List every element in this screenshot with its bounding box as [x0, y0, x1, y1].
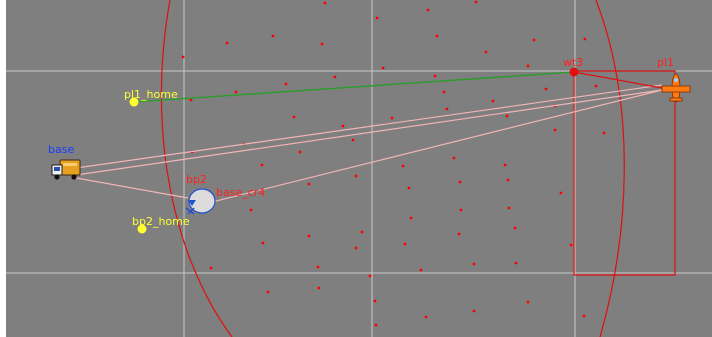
waypoint-dot [266, 290, 270, 294]
waypoint-dot [526, 64, 530, 68]
waypoint-dot [261, 241, 265, 245]
waypoint-dot [403, 242, 407, 246]
airplane-icon[interactable] [661, 73, 691, 103]
bp2-label: bp2 [186, 173, 207, 186]
waypoint-dot [181, 55, 185, 59]
target-area-rect[interactable] [573, 70, 676, 276]
waypoint-dot [375, 16, 379, 20]
waypoint-dot [351, 138, 355, 142]
base-cr4-label: base_cr4 [216, 186, 265, 199]
waypoint-dot [419, 268, 423, 272]
bp2-home-marker-icon[interactable] [137, 224, 147, 234]
waypoint-dots [181, 0, 606, 327]
waypoint-dot [491, 99, 495, 103]
waypoint-dot [514, 261, 518, 265]
wt3-waypoint-icon[interactable] [569, 67, 579, 77]
plan-line-pl1home-to-wt3 [133, 71, 575, 103]
waypoint-dot [452, 156, 456, 160]
waypoint-dot [316, 265, 320, 269]
waypoint-dot [373, 299, 377, 303]
waypoint-dot [323, 1, 327, 5]
waypoint-dot [503, 163, 507, 167]
waypoint-dot [341, 124, 345, 128]
waypoint-dot [513, 226, 517, 230]
pl1-label: pl1 [657, 56, 674, 69]
waypoint-dot [209, 266, 213, 270]
waypoint-dot [271, 34, 275, 38]
waypoint-dot [307, 182, 311, 186]
route-bp2-to-pl1 [199, 89, 663, 206]
blimp-icon[interactable] [185, 188, 216, 215]
waypoint-dot [225, 41, 229, 45]
route-base-to-pl1-a [75, 84, 663, 169]
waypoint-dot [390, 116, 394, 120]
map-left-border [0, 0, 6, 337]
waypoint-dot [284, 82, 288, 86]
waypoint-dot [526, 300, 530, 304]
waypoint-dot [354, 246, 358, 250]
route-base-to-bp2 [75, 177, 189, 199]
waypoint-dot [360, 230, 364, 234]
truck-icon[interactable] [51, 159, 81, 180]
waypoint-dot [433, 74, 437, 78]
waypoint-dot [426, 8, 430, 12]
bp2-home-label: bp2_home [132, 215, 190, 228]
pl1-home-label: pl1_home [124, 88, 178, 101]
waypoint-dot [445, 107, 449, 111]
waypoint-dot [594, 84, 598, 88]
pl1-home-marker-icon[interactable] [129, 97, 139, 107]
waypoint-dot [457, 232, 461, 236]
waypoint-dot [435, 34, 439, 38]
zone-boundary-arc-right [595, 0, 625, 337]
waypoint-dot [317, 286, 321, 290]
base-label: base [48, 143, 74, 156]
waypoint-dot [333, 75, 337, 79]
waypoint-dot [354, 174, 358, 178]
waypoint-dot [505, 114, 509, 118]
wt3-label: wt3 [563, 56, 583, 69]
waypoint-dot [234, 90, 238, 94]
waypoint-dot [374, 323, 378, 327]
waypoint-dot [582, 314, 586, 318]
waypoint-dot [424, 315, 428, 319]
waypoint-dot [368, 274, 372, 278]
waypoint-dot [458, 180, 462, 184]
waypoint-dot [474, 0, 478, 4]
waypoint-dot [569, 243, 573, 247]
waypoint-dot [507, 206, 511, 210]
waypoint-dot [472, 262, 476, 266]
plan-line-wt3-to-pl1 [573, 71, 663, 89]
waypoint-dot [249, 208, 253, 212]
waypoint-dot [602, 131, 606, 135]
waypoint-dot [442, 90, 446, 94]
waypoint-dot [583, 37, 587, 41]
waypoint-dot [320, 42, 324, 46]
waypoint-dot [532, 38, 536, 42]
waypoint-dot [381, 66, 385, 70]
waypoint-dot [401, 164, 405, 168]
waypoint-dot [553, 128, 557, 132]
waypoint-dot [292, 115, 296, 119]
waypoint-dot [298, 150, 302, 154]
waypoint-dot [484, 50, 488, 54]
route-base-to-pl1-b [75, 89, 663, 176]
waypoint-dot [407, 186, 411, 190]
waypoint-dot [459, 208, 463, 212]
waypoint-dot [409, 216, 413, 220]
waypoint-dot [506, 178, 510, 182]
waypoint-dot [472, 309, 476, 313]
zone-boundary-arc-left [160, 0, 233, 337]
waypoint-dot [189, 98, 193, 102]
waypoint-dot [544, 87, 548, 91]
route-lines [75, 84, 663, 206]
waypoint-dot [559, 191, 563, 195]
waypoint-dot [307, 234, 311, 238]
waypoint-dot [260, 163, 264, 167]
